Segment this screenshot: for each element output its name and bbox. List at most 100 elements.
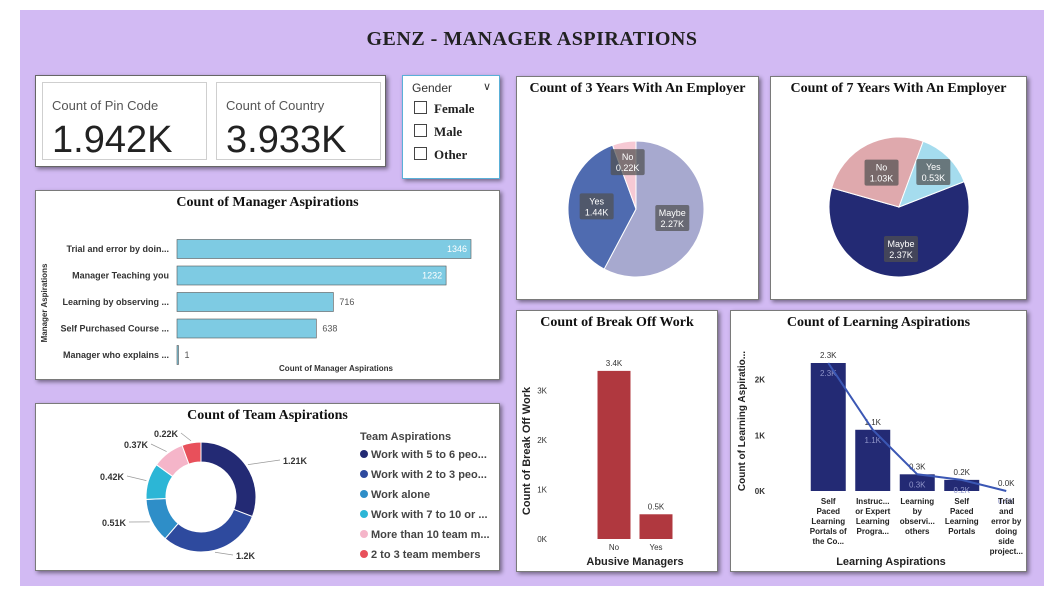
bar-value-label: 1346: [447, 244, 467, 254]
bar: [597, 370, 631, 539]
slice-value-label: 1.21K: [283, 456, 308, 466]
x-tick-label: Learning: [900, 497, 934, 506]
x-tick-label: Learning: [811, 517, 845, 526]
legend-item[interactable]: Work with 5 to 6 peo...: [360, 449, 487, 461]
dashboard-canvas: GENZ - MANAGER ASPIRATIONS Count of Pin …: [20, 10, 1044, 586]
slice-label-box: [655, 205, 690, 232]
bar-category-label: Trial and error by doin...: [66, 244, 169, 254]
bar-value-label: 3.4K: [606, 359, 623, 368]
bar-category-label: Self Purchased Course ...: [60, 324, 169, 334]
x-axis-title: Count of Manager Aspirations: [279, 364, 393, 373]
y-tick-label: 0K: [537, 535, 547, 544]
x-tick-label: Progra...: [857, 527, 889, 536]
legend-label: Work with 2 to 3 peo...: [371, 469, 487, 481]
x-tick-label: observi...: [900, 517, 935, 526]
x-tick-label: Portals of: [810, 527, 847, 536]
slicer-option-other[interactable]: Other: [414, 147, 467, 163]
checkbox[interactable]: [414, 147, 427, 160]
y-tick-label: 2K: [537, 436, 547, 445]
leader-line: [180, 432, 192, 442]
slicer-option-female[interactable]: Female: [414, 101, 474, 117]
x-tick-label: Self: [954, 497, 969, 506]
x-tick-label: Trial: [998, 497, 1014, 506]
legend-item[interactable]: Work with 7 to 10 or ...: [360, 509, 488, 521]
team-aspirations-chart[interactable]: Count of Team Aspirations 1.21K 1.2K 0.51K…: [35, 403, 500, 571]
bar: [176, 239, 472, 259]
slice-label-box: [579, 193, 614, 220]
x-tick-label: doing: [995, 527, 1017, 536]
x-tick-label: No: [609, 543, 620, 552]
bar-value-label: 1232: [422, 271, 442, 281]
x-tick-label: side: [998, 537, 1015, 546]
legend-swatch: [360, 470, 368, 478]
donut-slice: [181, 441, 202, 465]
chevron-down-icon[interactable]: ∨: [482, 81, 491, 93]
x-tick-label: or Expert: [855, 507, 890, 516]
slice-category-label: No: [622, 152, 634, 162]
x-tick-label: Instruc...: [856, 497, 889, 506]
three-years-chart[interactable]: Count of 3 Years With An Employer Maybe 2…: [516, 76, 759, 300]
slice-value-label: 2.37K: [889, 250, 913, 260]
y-axis-title: Count of Break Off Work: [521, 386, 533, 515]
legend-label: 2 to 3 team members: [371, 549, 481, 561]
slice-label-box: [916, 159, 951, 186]
slice-value-label: 1.44K: [585, 207, 609, 217]
line-value-label: 0.3K: [909, 480, 926, 489]
slice-value-label: 1.2K: [236, 551, 256, 561]
kpi-label: Count of Country: [226, 98, 325, 113]
x-axis-title: Abusive Managers: [586, 556, 683, 568]
legend-item[interactable]: 2 to 3 team members: [360, 549, 480, 561]
checkbox[interactable]: [414, 124, 427, 137]
bar: [176, 292, 334, 312]
slicer-option-male[interactable]: Male: [414, 124, 462, 140]
bar: [855, 429, 891, 491]
kpi-card-pin-code[interactable]: Count of Pin Code 1.942K: [42, 82, 207, 161]
y-tick-label: 3K: [537, 387, 547, 396]
break-off-work-chart[interactable]: Count of Break Off Work 0K 1K 2K 3K 3.4K No 0.…: [516, 310, 718, 572]
x-tick-label: Portals: [948, 527, 976, 536]
legend-title: Team Aspirations: [360, 431, 452, 443]
kpi-card-country[interactable]: Count of Country 3.933K: [216, 82, 381, 161]
slice-category-label: Maybe: [659, 208, 686, 218]
chart-title: Count of Break Off Work: [540, 315, 694, 330]
line-value-label: 0.0K: [998, 497, 1015, 506]
legend-item[interactable]: Work alone: [360, 489, 430, 501]
y-tick-label: 2K: [755, 376, 765, 385]
bar: [176, 265, 447, 286]
y-axis-title: Count of Learning Aspiratio...: [737, 351, 748, 491]
seven-years-chart[interactable]: Count of 7 Years With An Employer Maybe 2…: [770, 76, 1027, 300]
learning-aspirations-chart[interactable]: Count of Learning Aspirations 0K 1K 2K 2.3K…: [730, 310, 1027, 572]
slice-value-label: 0.37K: [124, 440, 149, 450]
x-tick-label: Yes: [649, 543, 662, 552]
x-tick-label: error by: [991, 517, 1022, 526]
line-value-label: 0.2K: [954, 486, 971, 495]
checkbox[interactable]: [414, 101, 427, 114]
bar: [176, 318, 317, 339]
x-axis-title: Learning Aspirations: [836, 556, 946, 568]
chart-title: Count of 3 Years With An Employer: [529, 81, 746, 96]
team-aspirations-svg: 1.21K 1.2K 0.51K 0.42K 0.37K 0.22K: [100, 429, 308, 561]
slicer-title: Gender: [412, 81, 453, 95]
bar-value-label: 1.1K: [865, 418, 882, 427]
legend-swatch: [360, 510, 368, 518]
legend-label: Work with 7 to 10 or ...: [371, 509, 488, 521]
break-off-work-svg: 0K 1K 2K 3K 3.4K No 0.5K Yes Abusive Managers Cou…: [521, 359, 684, 568]
legend-item[interactable]: Work with 2 to 3 peo...: [360, 469, 487, 481]
y-tick-label: 1K: [537, 486, 547, 495]
x-tick-label: Paced: [816, 507, 840, 516]
legend-item[interactable]: More than 10 team m...: [360, 529, 490, 541]
manager-aspirations-chart[interactable]: Count of Manager Aspirations Trial and e…: [35, 190, 500, 380]
chart-title: Count of Team Aspirations: [187, 408, 348, 423]
bar: [639, 514, 673, 539]
legend-swatch: [360, 450, 368, 458]
x-tick-label: by: [913, 507, 923, 516]
slice-label-box: [883, 235, 918, 262]
slice-value-label: 0.22K: [154, 429, 179, 439]
slice-value-label: 0.53K: [922, 173, 946, 183]
bar-category-label: Manager who explains ...: [63, 350, 169, 360]
bar-value-label: 716: [339, 297, 354, 307]
kpi-panel: Count of Pin Code 1.942K Count of Countr…: [35, 75, 386, 167]
donut-slice: [200, 441, 257, 518]
